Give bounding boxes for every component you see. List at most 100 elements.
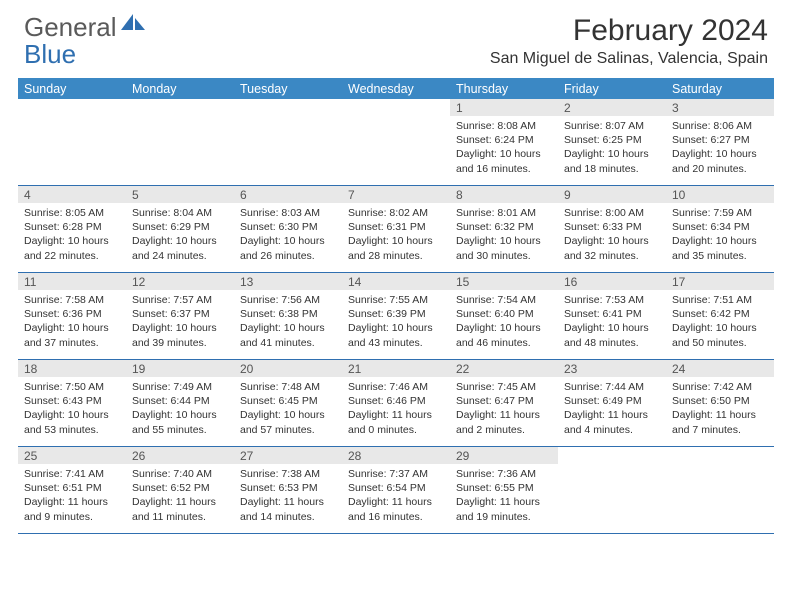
- sunrise-text: Sunrise: 7:51 AM: [672, 293, 768, 307]
- day-info: Sunrise: 8:05 AMSunset: 6:28 PMDaylight:…: [18, 203, 126, 267]
- day-cell: 2Sunrise: 8:07 AMSunset: 6:25 PMDaylight…: [558, 99, 666, 185]
- sunrise-text: Sunrise: 7:44 AM: [564, 380, 660, 394]
- day-number: 8: [450, 186, 558, 203]
- weekday-header: Thursday: [450, 78, 558, 99]
- day-cell: 10Sunrise: 7:59 AMSunset: 6:34 PMDayligh…: [666, 186, 774, 272]
- sunset-text: Sunset: 6:50 PM: [672, 394, 768, 408]
- daylight-text: Daylight: 11 hours and 4 minutes.: [564, 408, 660, 436]
- day-number: 5: [126, 186, 234, 203]
- sunset-text: Sunset: 6:43 PM: [24, 394, 120, 408]
- sunrise-text: Sunrise: 8:02 AM: [348, 206, 444, 220]
- day-cell: 21Sunrise: 7:46 AMSunset: 6:46 PMDayligh…: [342, 360, 450, 446]
- logo-text-blue: Blue: [24, 39, 76, 69]
- day-number: 2: [558, 99, 666, 116]
- sunset-text: Sunset: 6:33 PM: [564, 220, 660, 234]
- daylight-text: Daylight: 11 hours and 16 minutes.: [348, 495, 444, 523]
- day-info: Sunrise: 7:59 AMSunset: 6:34 PMDaylight:…: [666, 203, 774, 267]
- day-number: 24: [666, 360, 774, 377]
- day-cell: 18Sunrise: 7:50 AMSunset: 6:43 PMDayligh…: [18, 360, 126, 446]
- daylight-text: Daylight: 10 hours and 41 minutes.: [240, 321, 336, 349]
- sunrise-text: Sunrise: 7:36 AM: [456, 467, 552, 481]
- day-info: Sunrise: 7:38 AMSunset: 6:53 PMDaylight:…: [234, 464, 342, 528]
- daylight-text: Daylight: 10 hours and 16 minutes.: [456, 147, 552, 175]
- day-number-empty: [342, 99, 450, 116]
- daylight-text: Daylight: 10 hours and 46 minutes.: [456, 321, 552, 349]
- day-number: 10: [666, 186, 774, 203]
- day-cell: [234, 99, 342, 185]
- logo: General Blue: [24, 14, 147, 68]
- day-info: Sunrise: 7:50 AMSunset: 6:43 PMDaylight:…: [18, 377, 126, 441]
- daylight-text: Daylight: 10 hours and 18 minutes.: [564, 147, 660, 175]
- day-info: Sunrise: 7:54 AMSunset: 6:40 PMDaylight:…: [450, 290, 558, 354]
- day-number: 17: [666, 273, 774, 290]
- logo-text-gray: General: [24, 12, 117, 42]
- daylight-text: Daylight: 10 hours and 28 minutes.: [348, 234, 444, 262]
- day-info: Sunrise: 8:01 AMSunset: 6:32 PMDaylight:…: [450, 203, 558, 267]
- weeks-container: 1Sunrise: 8:08 AMSunset: 6:24 PMDaylight…: [18, 99, 774, 534]
- day-cell: 6 Sunrise: 8:03 AMSunset: 6:30 PMDaylight…: [234, 186, 342, 272]
- day-info: Sunrise: 7:44 AMSunset: 6:49 PMDaylight:…: [558, 377, 666, 441]
- day-cell: 25Sunrise: 7:41 AMSunset: 6:51 PMDayligh…: [18, 447, 126, 533]
- sunset-text: Sunset: 6:24 PM: [456, 133, 552, 147]
- day-info: Sunrise: 7:46 AMSunset: 6:46 PMDaylight:…: [342, 377, 450, 441]
- sunset-text: Sunset: 6:54 PM: [348, 481, 444, 495]
- day-cell: 4Sunrise: 8:05 AMSunset: 6:28 PMDaylight…: [18, 186, 126, 272]
- day-number: 25: [18, 447, 126, 464]
- daylight-text: Daylight: 10 hours and 39 minutes.: [132, 321, 228, 349]
- logo-text-block: General Blue: [24, 14, 147, 68]
- week-row: 1Sunrise: 8:08 AMSunset: 6:24 PMDaylight…: [18, 99, 774, 186]
- day-info: Sunrise: 7:55 AMSunset: 6:39 PMDaylight:…: [342, 290, 450, 354]
- sunrise-text: Sunrise: 8:04 AM: [132, 206, 228, 220]
- page-header: General Blue February 2024 San Miguel de…: [0, 0, 792, 72]
- day-number: 13: [234, 273, 342, 290]
- week-row: 4Sunrise: 8:05 AMSunset: 6:28 PMDaylight…: [18, 186, 774, 273]
- daylight-text: Daylight: 10 hours and 26 minutes.: [240, 234, 336, 262]
- day-number-empty: [126, 99, 234, 116]
- day-number: 15: [450, 273, 558, 290]
- day-cell: 11Sunrise: 7:58 AMSunset: 6:36 PMDayligh…: [18, 273, 126, 359]
- daylight-text: Daylight: 10 hours and 53 minutes.: [24, 408, 120, 436]
- sunrise-text: Sunrise: 8:03 AM: [240, 206, 336, 220]
- daylight-text: Daylight: 11 hours and 2 minutes.: [456, 408, 552, 436]
- day-number: 7: [342, 186, 450, 203]
- day-info: Sunrise: 7:58 AMSunset: 6:36 PMDaylight:…: [18, 290, 126, 354]
- day-number: 27: [234, 447, 342, 464]
- weekday-header: Tuesday: [234, 78, 342, 99]
- day-cell: 23Sunrise: 7:44 AMSunset: 6:49 PMDayligh…: [558, 360, 666, 446]
- daylight-text: Daylight: 10 hours and 37 minutes.: [24, 321, 120, 349]
- sunset-text: Sunset: 6:44 PM: [132, 394, 228, 408]
- sunrise-text: Sunrise: 7:49 AM: [132, 380, 228, 394]
- sunrise-text: Sunrise: 7:37 AM: [348, 467, 444, 481]
- daylight-text: Daylight: 10 hours and 50 minutes.: [672, 321, 768, 349]
- day-cell: 22Sunrise: 7:45 AMSunset: 6:47 PMDayligh…: [450, 360, 558, 446]
- sunrise-text: Sunrise: 8:07 AM: [564, 119, 660, 133]
- day-number: 29: [450, 447, 558, 464]
- daylight-text: Daylight: 10 hours and 43 minutes.: [348, 321, 444, 349]
- day-cell: 8Sunrise: 8:01 AMSunset: 6:32 PMDaylight…: [450, 186, 558, 272]
- week-row: 25Sunrise: 7:41 AMSunset: 6:51 PMDayligh…: [18, 447, 774, 534]
- sunset-text: Sunset: 6:27 PM: [672, 133, 768, 147]
- sunset-text: Sunset: 6:30 PM: [240, 220, 336, 234]
- sunrise-text: Sunrise: 8:00 AM: [564, 206, 660, 220]
- day-cell: 13Sunrise: 7:56 AMSunset: 6:38 PMDayligh…: [234, 273, 342, 359]
- sunrise-text: Sunrise: 8:05 AM: [24, 206, 120, 220]
- week-row: 18Sunrise: 7:50 AMSunset: 6:43 PMDayligh…: [18, 360, 774, 447]
- day-cell: 15Sunrise: 7:54 AMSunset: 6:40 PMDayligh…: [450, 273, 558, 359]
- sunrise-text: Sunrise: 7:38 AM: [240, 467, 336, 481]
- day-cell: [342, 99, 450, 185]
- weekday-header: Wednesday: [342, 78, 450, 99]
- sunrise-text: Sunrise: 7:58 AM: [24, 293, 120, 307]
- day-number: 6: [234, 186, 342, 203]
- location-text: San Miguel de Salinas, Valencia, Spain: [490, 50, 768, 68]
- sunrise-text: Sunrise: 7:40 AM: [132, 467, 228, 481]
- weekday-header: Friday: [558, 78, 666, 99]
- daylight-text: Daylight: 11 hours and 0 minutes.: [348, 408, 444, 436]
- day-cell: 20Sunrise: 7:48 AMSunset: 6:45 PMDayligh…: [234, 360, 342, 446]
- sunset-text: Sunset: 6:39 PM: [348, 307, 444, 321]
- day-number: 20: [234, 360, 342, 377]
- logo-sail-icon: [119, 12, 147, 32]
- sunrise-text: Sunrise: 7:54 AM: [456, 293, 552, 307]
- day-number: 4: [18, 186, 126, 203]
- sunset-text: Sunset: 6:51 PM: [24, 481, 120, 495]
- sunset-text: Sunset: 6:47 PM: [456, 394, 552, 408]
